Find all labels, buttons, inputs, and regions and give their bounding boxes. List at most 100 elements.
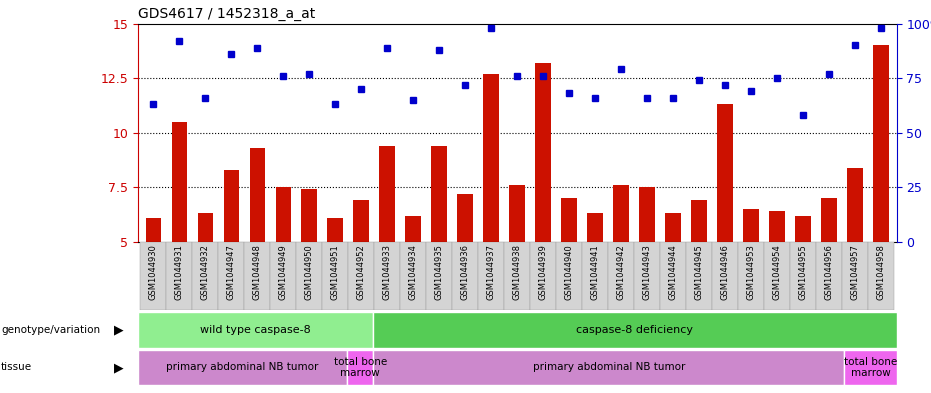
Bar — [380, 146, 395, 242]
Bar — [431, 146, 447, 242]
Bar — [816, 242, 842, 310]
Text: ▶: ▶ — [115, 323, 124, 337]
Bar — [167, 242, 193, 310]
Text: wild type caspase-8: wild type caspase-8 — [200, 325, 311, 335]
Text: GSM1044948: GSM1044948 — [253, 244, 262, 299]
Bar — [790, 242, 816, 310]
Bar — [692, 200, 707, 242]
Text: tissue: tissue — [1, 362, 32, 373]
Bar — [328, 218, 343, 242]
Text: GSM1044955: GSM1044955 — [799, 244, 807, 299]
Bar — [847, 167, 863, 242]
Bar — [452, 242, 479, 310]
Text: GSM1044952: GSM1044952 — [357, 244, 366, 299]
Bar — [322, 242, 348, 310]
Bar — [582, 242, 608, 310]
Text: GSM1044946: GSM1044946 — [721, 244, 730, 299]
Bar — [270, 242, 296, 310]
Text: total bone
marrow: total bone marrow — [333, 357, 386, 378]
Bar — [479, 242, 505, 310]
Text: GSM1044933: GSM1044933 — [383, 244, 392, 300]
Bar — [717, 104, 733, 242]
Bar — [426, 242, 452, 310]
Bar — [219, 242, 244, 310]
Bar — [712, 242, 738, 310]
Text: GSM1044938: GSM1044938 — [513, 244, 521, 300]
Bar — [302, 189, 317, 242]
Bar — [868, 242, 894, 310]
Text: GSM1044958: GSM1044958 — [876, 244, 885, 299]
Text: GSM1044943: GSM1044943 — [642, 244, 652, 299]
Bar — [197, 213, 213, 242]
Bar — [347, 350, 373, 385]
Bar — [769, 211, 785, 242]
Bar — [556, 242, 582, 310]
Text: GSM1044951: GSM1044951 — [331, 244, 340, 299]
Text: GSM1044956: GSM1044956 — [825, 244, 833, 299]
Text: GSM1044953: GSM1044953 — [747, 244, 756, 299]
Text: GSM1044936: GSM1044936 — [461, 244, 470, 300]
Text: GSM1044932: GSM1044932 — [201, 244, 209, 299]
Bar — [743, 209, 759, 242]
Bar — [640, 187, 654, 242]
Bar — [842, 242, 868, 310]
Text: GSM1044937: GSM1044937 — [487, 244, 495, 300]
Bar — [250, 148, 265, 242]
Text: GDS4617 / 1452318_a_at: GDS4617 / 1452318_a_at — [138, 7, 315, 21]
Bar — [244, 242, 270, 310]
Text: GSM1044930: GSM1044930 — [149, 244, 158, 299]
Bar — [354, 200, 369, 242]
Bar — [795, 215, 811, 242]
Text: GSM1044931: GSM1044931 — [175, 244, 183, 299]
Bar — [405, 215, 421, 242]
Text: GSM1044941: GSM1044941 — [590, 244, 600, 299]
Text: GSM1044934: GSM1044934 — [409, 244, 418, 299]
Bar — [145, 218, 161, 242]
Text: GSM1044950: GSM1044950 — [304, 244, 314, 299]
Bar — [634, 242, 660, 310]
Bar — [276, 187, 291, 242]
Bar — [141, 242, 167, 310]
Bar — [138, 350, 347, 385]
Bar — [764, 242, 790, 310]
Bar — [400, 242, 426, 310]
Bar — [373, 312, 897, 348]
Bar — [138, 312, 373, 348]
Bar — [223, 170, 239, 242]
Text: ▶: ▶ — [115, 361, 124, 374]
Bar — [348, 242, 374, 310]
Bar — [483, 74, 499, 242]
Text: GSM1044957: GSM1044957 — [851, 244, 859, 299]
Bar — [873, 45, 889, 242]
Text: GSM1044954: GSM1044954 — [773, 244, 781, 299]
Bar — [193, 242, 219, 310]
Bar — [660, 242, 686, 310]
Text: primary abdominal NB tumor: primary abdominal NB tumor — [533, 362, 685, 373]
Bar — [509, 185, 525, 242]
Text: GSM1044942: GSM1044942 — [616, 244, 626, 299]
Text: GSM1044939: GSM1044939 — [539, 244, 547, 299]
Bar — [457, 194, 473, 242]
Bar — [296, 242, 322, 310]
Text: GSM1044949: GSM1044949 — [278, 244, 288, 299]
Text: genotype/variation: genotype/variation — [1, 325, 100, 335]
Bar — [614, 185, 629, 242]
Text: caspase-8 deficiency: caspase-8 deficiency — [576, 325, 694, 335]
Text: total bone
marrow: total bone marrow — [843, 357, 897, 378]
Bar — [505, 242, 530, 310]
Bar — [561, 198, 577, 242]
Bar — [844, 350, 897, 385]
Bar — [587, 213, 603, 242]
Bar — [821, 198, 837, 242]
Bar — [535, 63, 551, 242]
Bar — [666, 213, 681, 242]
Bar — [374, 242, 400, 310]
Text: GSM1044947: GSM1044947 — [227, 244, 236, 299]
Bar — [738, 242, 764, 310]
Bar — [686, 242, 712, 310]
Bar — [608, 242, 634, 310]
Bar — [171, 122, 187, 242]
Text: GSM1044945: GSM1044945 — [695, 244, 704, 299]
Bar — [373, 350, 844, 385]
Text: GSM1044935: GSM1044935 — [435, 244, 444, 299]
